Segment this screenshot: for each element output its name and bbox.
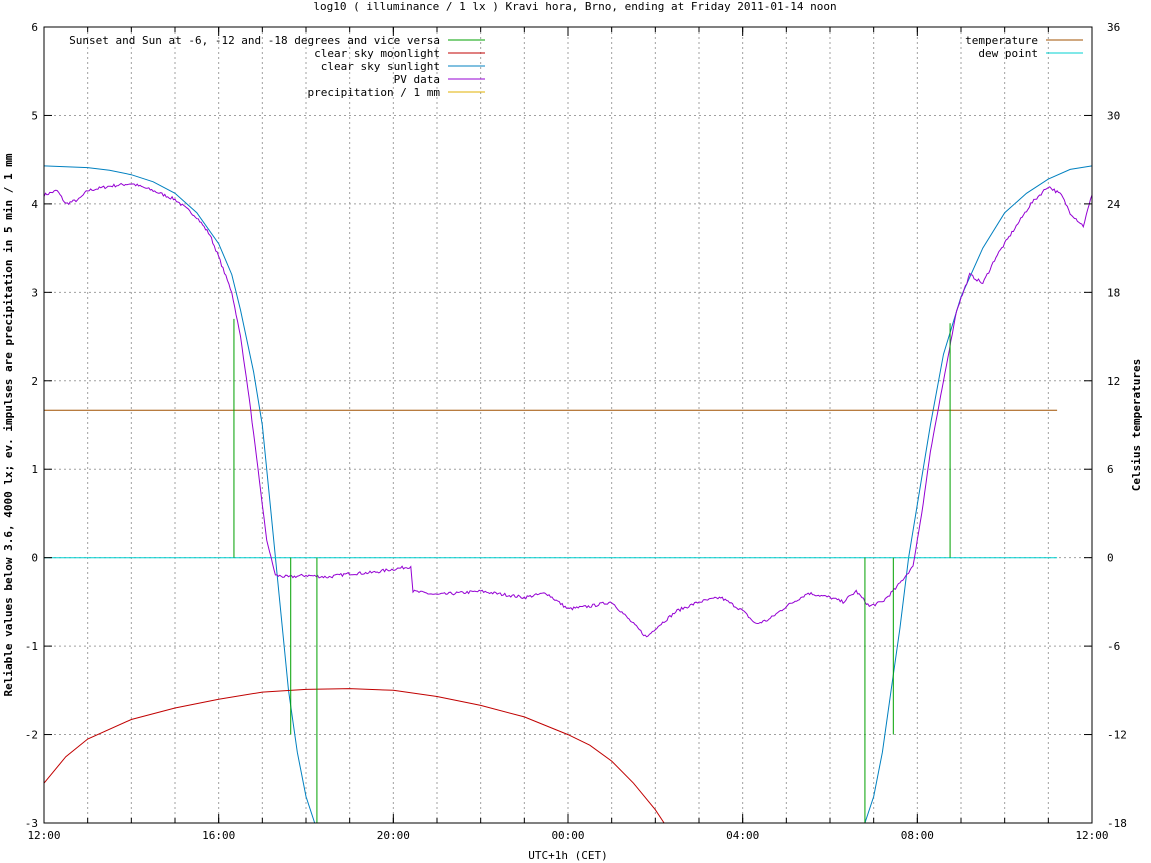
x-axis-label: UTC+1h (CET) <box>528 849 607 862</box>
y2-axis-label: Celsius temperatures <box>1130 359 1143 491</box>
y2-tick-label: 12 <box>1107 375 1120 388</box>
x-tick-label: 20:00 <box>377 829 410 842</box>
y2-tick-label: 24 <box>1107 198 1121 211</box>
y-tick-label: 0 <box>31 552 38 565</box>
y-tick-label: -1 <box>25 640 38 653</box>
legend-label: clear sky moonlight <box>314 47 440 60</box>
legend-label: precipitation / 1 mm <box>308 86 441 99</box>
legend-label: dew point <box>978 47 1038 60</box>
y-tick-label: -3 <box>25 817 38 830</box>
x-tick-label: 16:00 <box>202 829 235 842</box>
y-tick-label: 3 <box>31 286 38 299</box>
series-PV-data <box>43 182 1093 638</box>
series-layer <box>43 165 1093 824</box>
legend-label: Sunset and Sun at -6, -12 and -18 degree… <box>69 34 440 47</box>
series-clear-sky-sunlight <box>43 165 1093 824</box>
y-tick-label: 4 <box>31 198 38 211</box>
legend-label: clear sky sunlight <box>321 60 440 73</box>
x-tick-label: 00:00 <box>551 829 584 842</box>
x-tick-label: 12:00 <box>27 829 60 842</box>
y-axis-label: Reliable values below 3.6, 4000 lx; ev. … <box>2 153 15 696</box>
y2-tick-label: 0 <box>1107 552 1114 565</box>
chart-title: log10 ( illuminance / 1 lx ) Kravi hora,… <box>313 0 836 13</box>
y2-tick-label: 6 <box>1107 463 1114 476</box>
y-tick-label: 6 <box>31 21 38 34</box>
y-tick-label: 5 <box>31 109 38 122</box>
y2-tick-label: -6 <box>1107 640 1120 653</box>
x-tick-label: 08:00 <box>901 829 934 842</box>
y2-tick-label: 36 <box>1107 21 1120 34</box>
y-tick-label: 2 <box>31 375 38 388</box>
y2-tick-label: -12 <box>1107 729 1127 742</box>
legend-label: PV data <box>394 73 440 86</box>
y2-tick-label: -18 <box>1107 817 1127 830</box>
y-tick-label: -2 <box>25 729 38 742</box>
legend-label: temperature <box>965 34 1038 47</box>
y-tick-label: 1 <box>31 463 38 476</box>
y2-tick-label: 18 <box>1107 286 1120 299</box>
y2-tick-label: 30 <box>1107 109 1120 122</box>
series-clear-sky-moonlight <box>43 688 665 824</box>
x-tick-label: 12:00 <box>1075 829 1108 842</box>
legend: Sunset and Sun at -6, -12 and -18 degree… <box>69 34 1083 99</box>
x-tick-label: 04:00 <box>726 829 759 842</box>
